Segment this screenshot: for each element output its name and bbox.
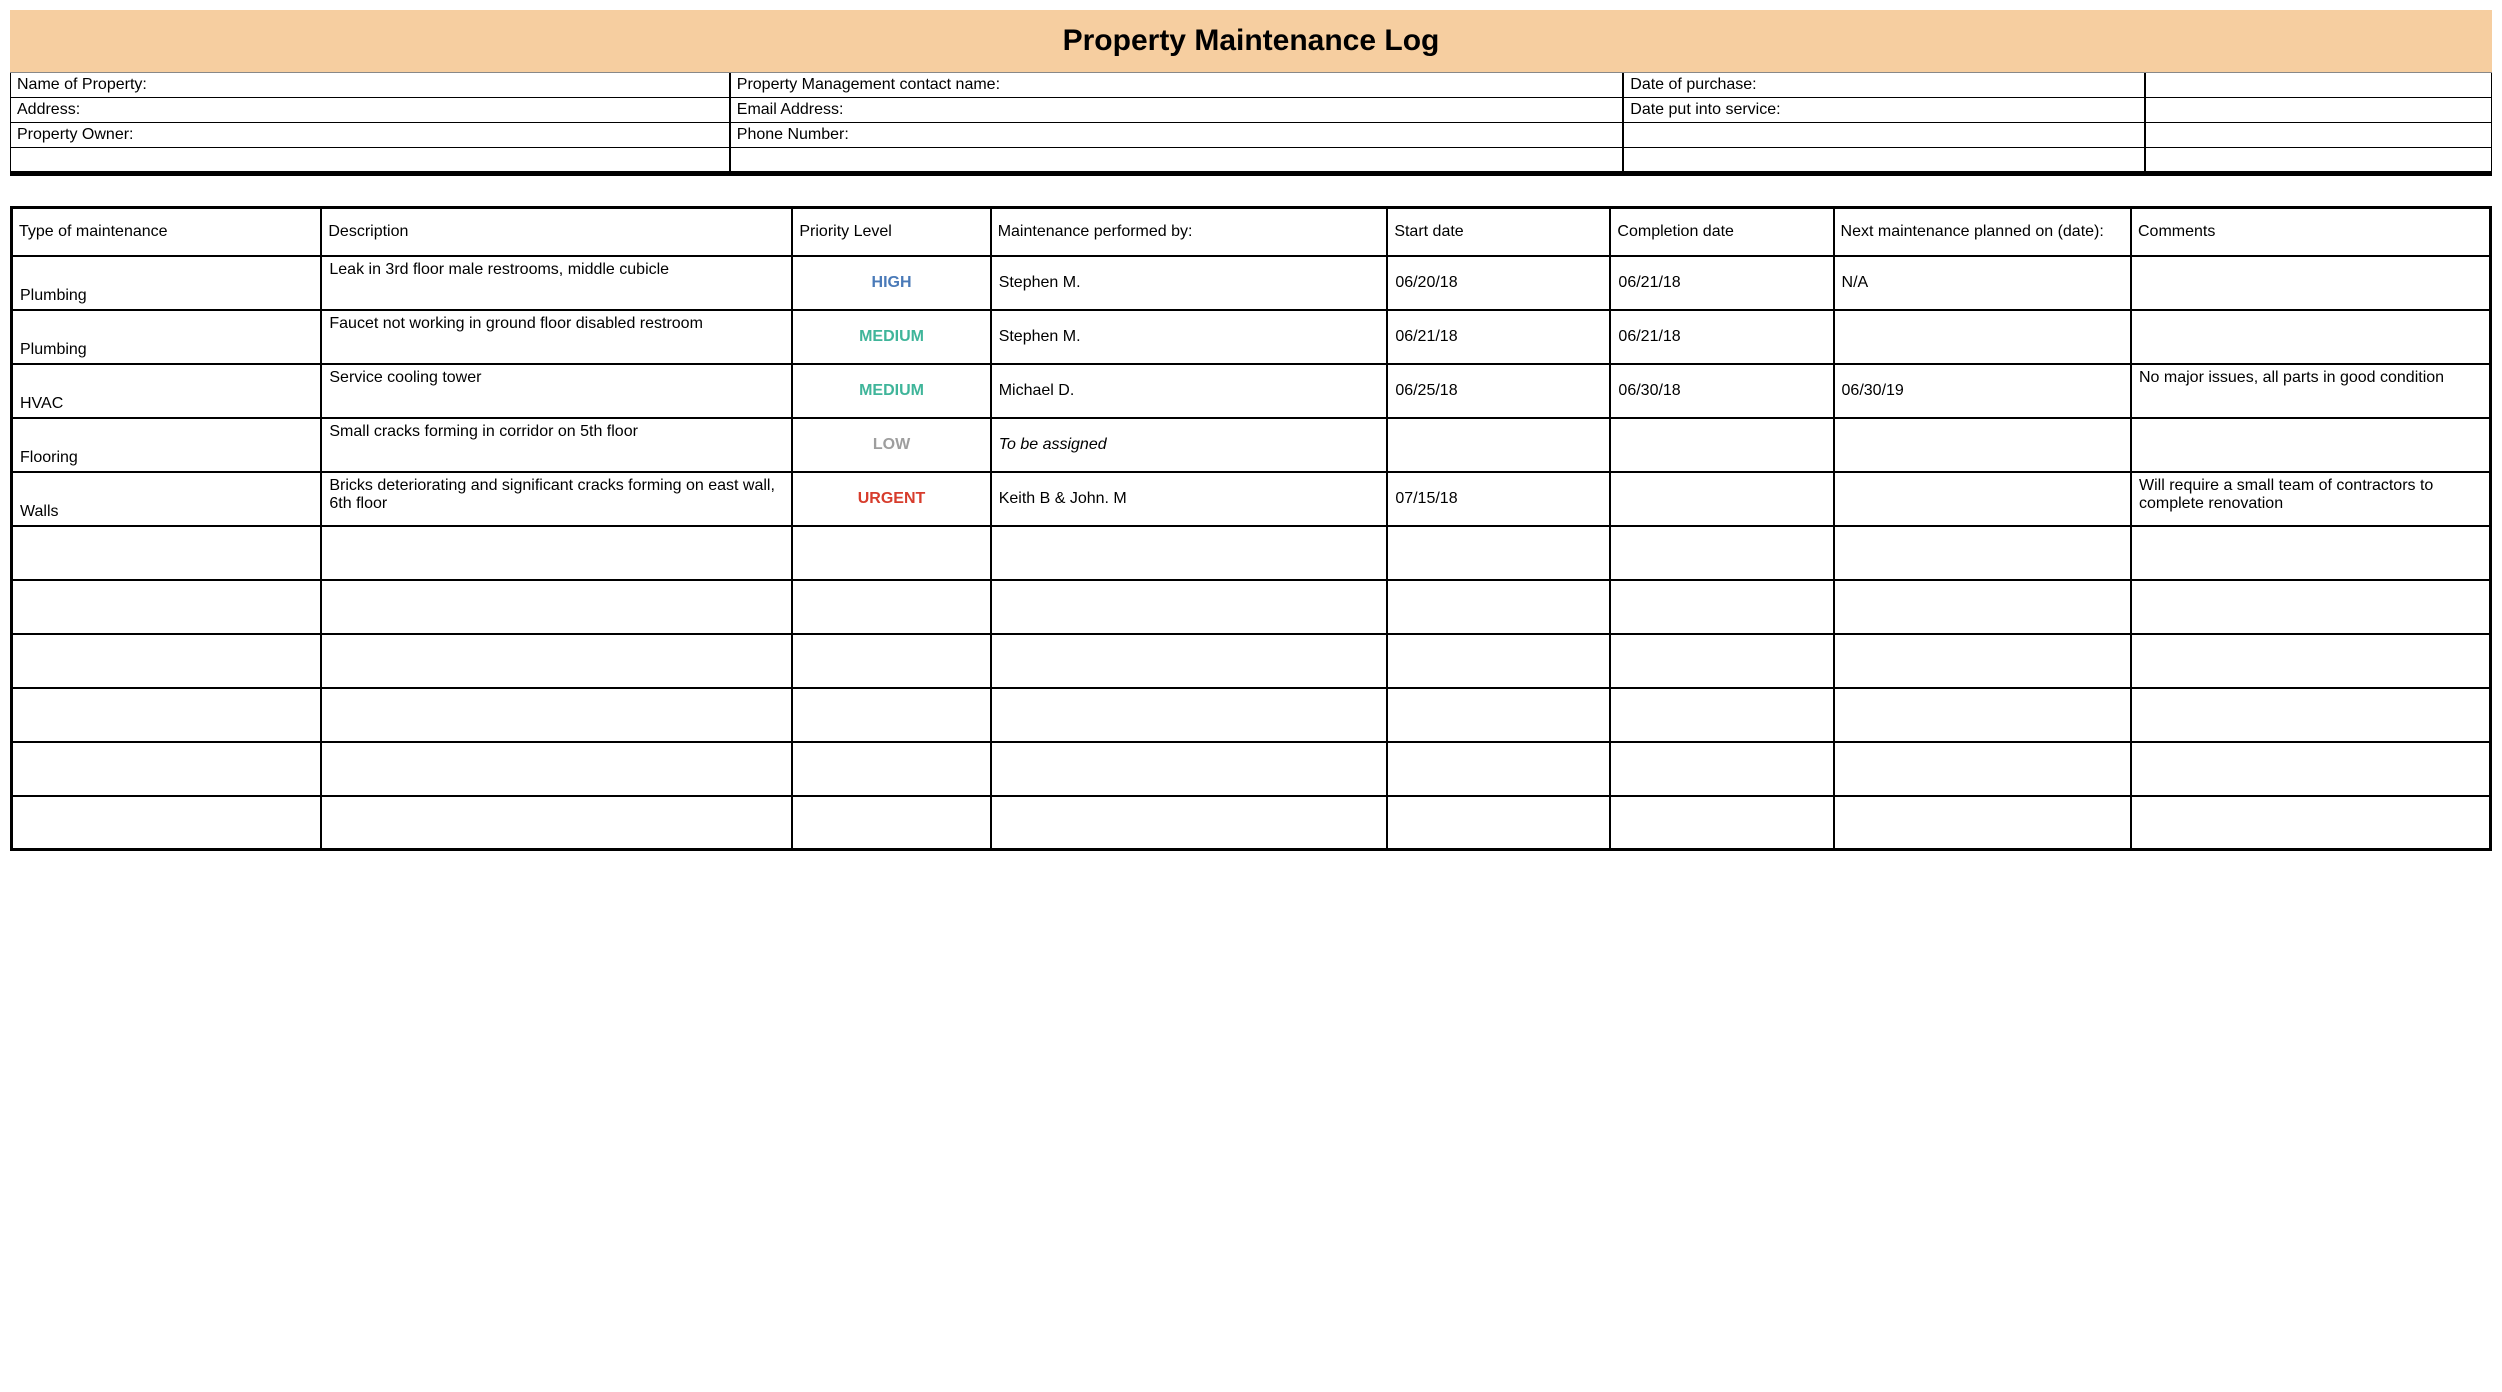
cell-performed-by: Michael D.	[993, 366, 1386, 416]
info-email-address: Email Address:	[730, 98, 1624, 123]
info-blank-r2c3	[2145, 123, 2492, 148]
info-name-of-property: Name of Property:	[10, 73, 730, 98]
maintenance-log-table: Type of maintenanceDescriptionPriority L…	[10, 206, 2492, 851]
info-date-of-purchase: Date of purchase:	[1623, 73, 2144, 98]
cell-description: Service cooling tower	[323, 366, 790, 416]
cell-next-maintenance: N/A	[1836, 258, 2129, 308]
info-property-owner: Property Owner:	[10, 123, 730, 148]
cell-completion-date: 06/21/18	[1612, 258, 1831, 308]
info-blank-r0c3	[2145, 73, 2492, 98]
cell-description: Small cracks forming in corridor on 5th …	[323, 420, 790, 470]
column-header: Type of maintenance	[12, 208, 322, 256]
spacer	[10, 176, 2492, 206]
cell-description: Faucet not working in ground floor disab…	[323, 312, 790, 362]
cell-start-date: 07/15/18	[1389, 474, 1608, 524]
info-blank-r3c0	[10, 148, 730, 172]
cell-type: Plumbing	[14, 312, 319, 362]
cell-next-maintenance: 06/30/19	[1836, 366, 2129, 416]
table-row-empty	[12, 526, 2491, 580]
cell-priority: URGENT	[794, 474, 988, 524]
info-blank-r3c3	[2145, 148, 2492, 172]
cell-type: HVAC	[14, 366, 319, 416]
info-phone-number: Phone Number:	[730, 123, 1624, 148]
table-row-empty	[12, 688, 2491, 742]
info-date-in-service: Date put into service:	[1623, 98, 2144, 123]
cell-performed-by: Keith B & John. M	[993, 474, 1386, 524]
cell-start-date: 06/21/18	[1389, 312, 1608, 362]
page-title: Property Maintenance Log	[10, 10, 2492, 73]
cell-comments	[2133, 420, 2488, 470]
info-blank-r2c2	[1623, 123, 2144, 148]
column-header: Maintenance performed by:	[991, 208, 1388, 256]
info-pm-contact-name: Property Management contact name:	[730, 73, 1624, 98]
table-row: PlumbingLeak in 3rd floor male restrooms…	[12, 256, 2491, 310]
cell-performed-by: Stephen M.	[993, 312, 1386, 362]
info-blank-r3c1	[730, 148, 1624, 172]
cell-completion-date	[1612, 420, 1831, 470]
table-row-empty	[12, 796, 2491, 850]
table-header-row: Type of maintenanceDescriptionPriority L…	[12, 208, 2491, 256]
table-row-empty	[12, 634, 2491, 688]
cell-type: Walls	[14, 474, 319, 524]
cell-comments: No major issues, all parts in good condi…	[2133, 366, 2488, 416]
cell-description: Bricks deteriorating and significant cra…	[323, 474, 790, 524]
column-header: Comments	[2131, 208, 2491, 256]
cell-completion-date	[1612, 474, 1831, 524]
cell-comments	[2133, 312, 2488, 362]
table-row-empty	[12, 580, 2491, 634]
cell-description: Leak in 3rd floor male restrooms, middle…	[323, 258, 790, 308]
table-row: HVACService cooling towerMEDIUMMichael D…	[12, 364, 2491, 418]
info-blank-r3c2	[1623, 148, 2144, 172]
column-header: Description	[321, 208, 792, 256]
cell-comments: Will require a small team of contractors…	[2133, 474, 2488, 524]
cell-completion-date: 06/21/18	[1612, 312, 1831, 362]
cell-performed-by: Stephen M.	[993, 258, 1386, 308]
cell-start-date: 06/25/18	[1389, 366, 1608, 416]
column-header: Completion date	[1610, 208, 1833, 256]
cell-priority: HIGH	[794, 258, 988, 308]
cell-completion-date: 06/30/18	[1612, 366, 1831, 416]
property-info-grid: Name of Property: Property Management co…	[10, 73, 2492, 176]
cell-performed-by: To be assigned	[993, 420, 1386, 470]
cell-type: Plumbing	[14, 258, 319, 308]
info-address: Address:	[10, 98, 730, 123]
info-blank-r1c3	[2145, 98, 2492, 123]
cell-priority: MEDIUM	[794, 312, 988, 362]
cell-type: Flooring	[14, 420, 319, 470]
cell-next-maintenance	[1836, 312, 2129, 362]
cell-next-maintenance	[1836, 474, 2129, 524]
cell-next-maintenance	[1836, 420, 2129, 470]
table-row: WallsBricks deteriorating and significan…	[12, 472, 2491, 526]
column-header: Next maintenance planned on (date):	[1834, 208, 2131, 256]
cell-start-date: 06/20/18	[1389, 258, 1608, 308]
column-header: Start date	[1387, 208, 1610, 256]
cell-priority: LOW	[794, 420, 988, 470]
table-row-empty	[12, 742, 2491, 796]
cell-comments	[2133, 258, 2488, 308]
cell-start-date	[1389, 420, 1608, 470]
table-row: PlumbingFaucet not working in ground flo…	[12, 310, 2491, 364]
table-row: FlooringSmall cracks forming in corridor…	[12, 418, 2491, 472]
column-header: Priority Level	[792, 208, 990, 256]
cell-priority: MEDIUM	[794, 366, 988, 416]
